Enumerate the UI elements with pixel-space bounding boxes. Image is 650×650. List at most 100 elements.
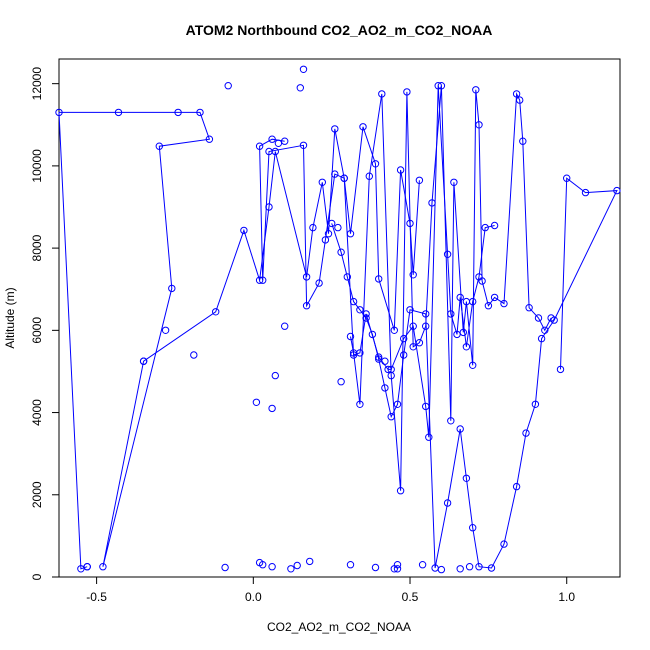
data-point — [387, 371, 395, 380]
x-tick-label: -0.5 — [86, 590, 107, 604]
data-point — [196, 108, 204, 117]
x-axis: -0.5 0.0 0.5 1.0 — [86, 577, 575, 604]
data-point — [475, 563, 483, 571]
data-point — [378, 90, 386, 98]
data-point — [161, 326, 170, 334]
y-tick-label: 12000 — [30, 67, 44, 101]
data-point — [371, 563, 380, 572]
y-axis-label: Altitude (m) — [3, 287, 17, 348]
data-point — [519, 137, 527, 145]
y-tick-label: 10000 — [30, 149, 44, 183]
data-point — [368, 330, 377, 339]
data-point — [168, 284, 176, 293]
data-point — [469, 361, 477, 369]
data-point — [531, 400, 540, 408]
data-point — [428, 199, 436, 207]
data-point — [356, 400, 364, 408]
data-point — [271, 371, 279, 380]
data-point — [409, 271, 417, 279]
data-point — [346, 332, 355, 341]
data-point — [268, 135, 276, 143]
data-point — [462, 474, 471, 482]
data-point — [302, 302, 311, 310]
series-line — [58, 111, 420, 570]
data-point — [437, 82, 446, 90]
data-point — [456, 293, 464, 302]
data-point — [328, 219, 336, 228]
data-point — [190, 351, 198, 359]
data-point — [281, 137, 289, 145]
x-tick-label: 0.0 — [245, 590, 262, 604]
data-point — [321, 236, 330, 244]
data-point — [359, 123, 367, 131]
y-tick-label: 6000 — [30, 317, 44, 344]
data-point — [475, 121, 483, 129]
data-point — [356, 306, 364, 314]
data-point — [443, 499, 452, 507]
y-axis: 0 2000 4000 6000 8000 10000 12000 — [30, 67, 59, 580]
data-point — [490, 221, 499, 230]
data-point — [99, 563, 107, 571]
data-point — [437, 565, 446, 574]
data-point — [281, 322, 289, 330]
data-point — [334, 223, 342, 232]
data-point — [525, 304, 533, 312]
data-point — [390, 326, 398, 334]
x-tick-label: 1.0 — [558, 590, 575, 604]
y-tick-label: 0 — [30, 573, 44, 580]
data-point — [400, 334, 408, 343]
data-point — [309, 223, 317, 232]
data-point — [443, 250, 452, 259]
data-point — [456, 565, 464, 573]
data-point — [315, 279, 323, 287]
y-tick-label: 4000 — [30, 399, 44, 426]
data-point — [512, 90, 521, 98]
data-point — [296, 84, 304, 92]
data-point — [83, 563, 91, 571]
data-point — [522, 429, 530, 437]
data-point — [381, 384, 389, 392]
data-point — [331, 170, 339, 178]
data-point — [393, 565, 402, 573]
data-point — [465, 563, 474, 571]
data-point — [343, 273, 351, 281]
data-point — [456, 425, 464, 433]
data-point — [516, 96, 524, 104]
data-point — [349, 349, 358, 357]
x-axis-label: CO2_AO2_m_CO2_NOAA — [267, 620, 411, 634]
data-point — [431, 564, 439, 572]
data-point — [299, 141, 308, 150]
data-point — [381, 357, 389, 365]
data-point — [252, 398, 261, 406]
data-point — [478, 277, 486, 285]
data-point — [512, 482, 521, 491]
data-point — [337, 378, 345, 386]
data-point — [268, 563, 276, 571]
data-point — [406, 306, 414, 314]
chart-title: ATOM2 Northbound CO2_AO2_m_CO2_NOAA — [186, 22, 493, 38]
data-point — [459, 328, 467, 337]
data-point — [415, 176, 424, 185]
x-tick-label: 0.5 — [402, 590, 419, 604]
data-point — [340, 174, 348, 182]
data-point — [77, 565, 85, 573]
data-point — [293, 561, 301, 570]
data-point — [221, 563, 229, 572]
series-line — [331, 177, 618, 569]
data-point — [337, 248, 345, 256]
data-point — [484, 302, 493, 310]
data-point — [318, 178, 326, 187]
data-point — [139, 357, 148, 365]
plot-frame — [58, 58, 621, 578]
data-point — [212, 308, 220, 316]
data-point — [268, 404, 276, 413]
data-point — [447, 417, 455, 425]
data-point — [450, 178, 458, 187]
data-point — [224, 82, 232, 90]
data-point — [409, 343, 417, 351]
series-line — [350, 85, 552, 491]
data-point — [425, 433, 433, 441]
data-point — [500, 299, 508, 308]
data-point — [55, 108, 63, 117]
data-point — [255, 142, 264, 150]
